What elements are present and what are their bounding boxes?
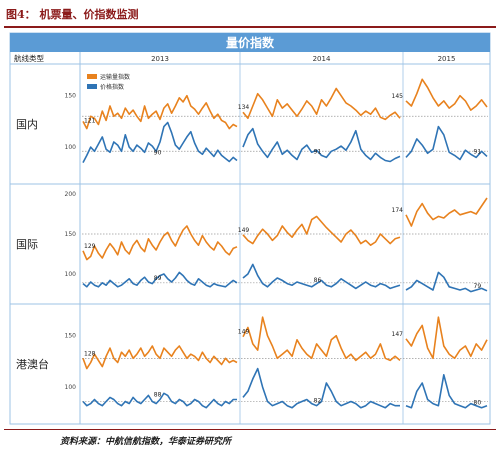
legend-label-volume: 运输量指数	[100, 73, 130, 81]
title-banner	[10, 33, 490, 52]
value-label: 82	[314, 398, 322, 405]
year-header: 2015	[438, 55, 456, 63]
value-label: 91	[314, 148, 322, 155]
value-label: 80	[474, 400, 482, 407]
row-label: 港澳台	[16, 357, 49, 371]
value-label: 79	[474, 283, 482, 290]
value-label: 134	[238, 104, 250, 111]
year-header: 2013	[151, 55, 169, 63]
volume-index-line	[405, 197, 488, 227]
value-label: 149	[238, 329, 250, 336]
value-label: 149	[238, 227, 250, 234]
y-tick-label: 150	[65, 231, 77, 238]
price-index-line	[82, 271, 238, 288]
volume-index-line	[405, 316, 488, 360]
value-label: 88	[154, 391, 162, 398]
y-tick-label: 200	[65, 191, 77, 198]
value-label: 86	[314, 277, 322, 284]
legend-swatch-price	[87, 84, 97, 89]
volume-index-line	[242, 87, 401, 121]
y-tick-label: 100	[65, 271, 77, 278]
row-label: 国内	[16, 117, 38, 131]
price-index-line	[405, 373, 488, 409]
volume-index-line	[405, 78, 488, 111]
y-tick-label: 100	[65, 144, 77, 151]
value-label: 129	[84, 243, 96, 250]
value-label: 147	[392, 331, 404, 338]
price-index-line	[242, 367, 400, 409]
figure-title-bar: 图4： 机票量、价指数监测	[4, 4, 496, 28]
source-note: 资料来源：中航信航指数，华泰证券研究所	[60, 437, 232, 447]
source-divider	[4, 429, 496, 430]
chart-title: 量价指数	[226, 35, 275, 50]
value-label: 90	[154, 149, 162, 156]
volume-index-line	[82, 345, 238, 370]
price-index-line	[82, 392, 237, 409]
volume-index-line	[242, 316, 401, 362]
legend-label-price: 价格指数	[100, 83, 124, 91]
value-label: 91	[474, 148, 482, 155]
year-header: 2014	[313, 55, 331, 63]
value-label: 128	[84, 350, 96, 357]
y-tick-label: 150	[65, 93, 77, 100]
corner-label: 航线类型	[14, 53, 44, 63]
price-index-line	[82, 121, 238, 163]
price-index-line	[242, 263, 401, 290]
figure-title: 图4： 机票量、价指数监测	[6, 8, 139, 21]
volume-index-line	[242, 215, 401, 246]
value-label: 121	[84, 118, 96, 125]
volume-index-line	[82, 225, 238, 261]
volume-index-line	[82, 94, 238, 130]
price-index-line	[405, 125, 488, 161]
value-label: 145	[392, 93, 404, 100]
price-index-line	[242, 127, 401, 163]
price-index-line	[405, 271, 488, 293]
chart-frame	[9, 32, 491, 425]
row-label: 国际	[16, 238, 38, 251]
value-label: 174	[392, 207, 404, 214]
value-label: 89	[154, 275, 162, 282]
y-tick-label: 150	[65, 333, 77, 340]
legend-swatch-volume	[87, 74, 97, 79]
y-tick-label: 100	[65, 384, 77, 391]
